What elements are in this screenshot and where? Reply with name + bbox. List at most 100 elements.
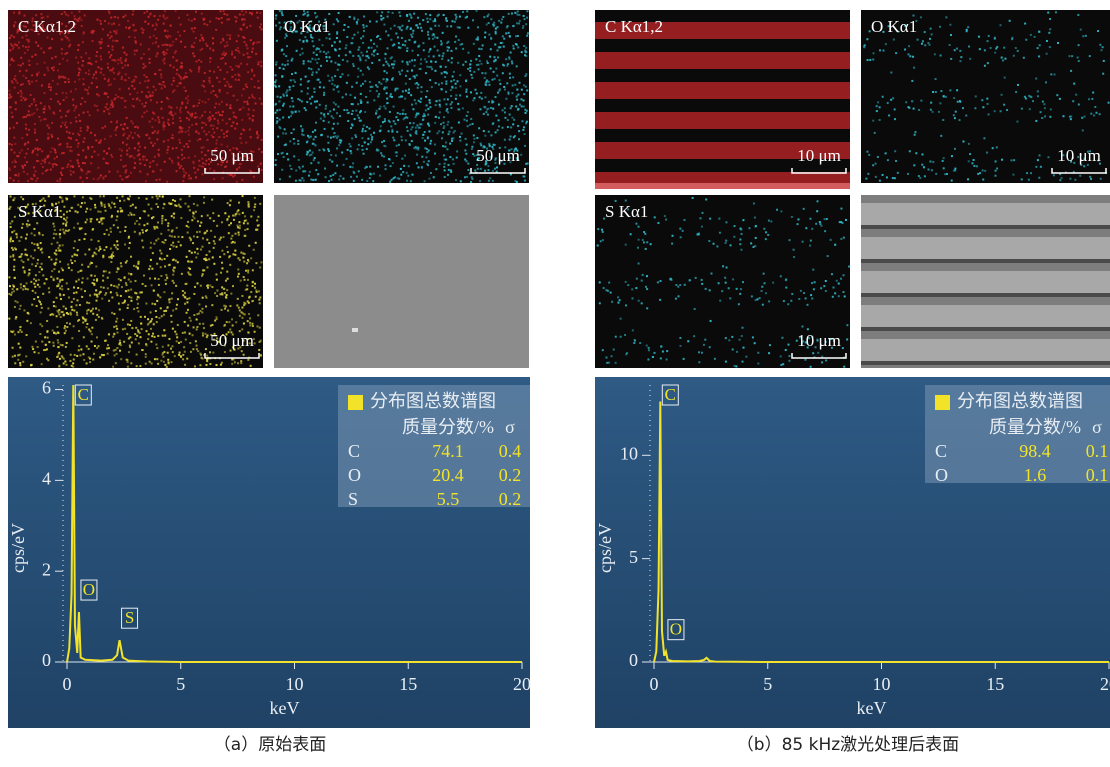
map-dot [754,245,756,247]
map-dot [66,60,68,62]
map-dot [373,43,375,45]
map-dot [136,354,138,356]
map-dot [930,28,932,30]
map-dot [163,128,165,130]
map-dot [172,259,174,261]
map-dot [184,297,186,299]
map-dot [202,173,204,175]
map-dot [877,101,879,103]
map-dot [671,243,673,245]
map-dot [76,314,78,316]
map-dot [20,236,22,238]
map-dot [152,145,154,147]
map-dot [54,163,56,165]
map-dot [87,266,89,268]
map-dot [726,267,728,269]
map-dot [930,102,932,104]
map-dot [104,125,106,127]
map-dot [79,304,81,306]
map-dot [161,87,163,89]
map-dot [362,128,364,130]
map-dot [167,359,169,361]
map-dot [446,25,448,27]
map-dot [186,225,188,227]
map-dot [1102,73,1104,75]
map-dot [243,304,245,306]
map-dot [128,279,130,281]
map-dot [9,169,11,171]
map-dot [184,303,186,305]
map-dot [358,144,360,146]
map-dot [197,350,199,352]
map-dot [21,227,23,229]
map-dot [22,167,24,169]
map-dot [96,280,98,282]
map-dot [23,97,25,99]
scale-bar-label: 10 μm [797,146,841,165]
map-dot [331,83,333,85]
map-dot [742,281,744,283]
map-dot [1004,58,1006,60]
map-dot [46,348,48,350]
map-dot [149,58,151,60]
map-dot [518,22,520,24]
map-dot [108,272,110,274]
map-dot [81,202,83,204]
map-dot [72,362,74,364]
map-dot [40,249,42,251]
map-dot [256,219,258,221]
map-dot [384,58,386,60]
map-dot [11,144,13,146]
map-dot [435,61,437,63]
map-dot [247,228,249,230]
map-dot [198,71,200,73]
map-dot [76,355,78,357]
map-dot [80,103,82,105]
map-dot [26,39,28,41]
map-dot [193,167,195,169]
map-dot [488,81,490,83]
map-dot [122,97,124,99]
map-dot [147,173,149,175]
map-dot [1035,78,1037,80]
map-dot [337,69,339,71]
map-dot [175,10,177,12]
map-dot [454,21,456,23]
map-dot [422,19,424,21]
map-dot [11,149,13,151]
map-dot [437,15,439,17]
map-dot [144,156,146,158]
map-dot [149,93,151,95]
map-dot [211,304,213,306]
map-dot [66,52,68,54]
map-dot [35,280,37,282]
map-dot [88,86,90,88]
map-dot [232,285,234,287]
map-dot [206,45,208,47]
map-dot [63,294,65,296]
map-dot [198,68,200,70]
map-dot [149,62,151,64]
map-dot [467,68,469,70]
map-dot [84,88,86,90]
map-dot [28,269,30,271]
map-dot [451,20,453,22]
map-dot [331,45,333,47]
map-dot [469,67,471,69]
map-dot [159,69,161,71]
map-dot [59,63,61,65]
map-dot [93,178,95,180]
map-dot [363,30,365,32]
map-dot [174,200,176,202]
map-dot [126,153,128,155]
map-dot [90,31,92,33]
map-dot [187,100,189,102]
map-dot [473,97,475,99]
y-axis-label: cps/eV [8,523,28,573]
map-dot [303,40,305,42]
map-dot [149,321,151,323]
map-dot [67,78,69,80]
map-dot [992,147,994,149]
map-dot [96,300,98,302]
map-dot [357,31,359,33]
